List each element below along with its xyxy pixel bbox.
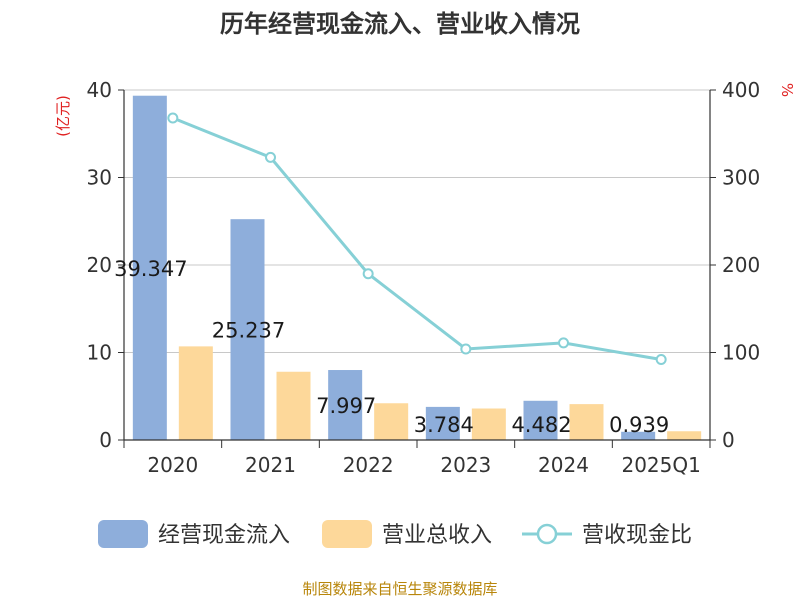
ratio-point bbox=[265, 151, 276, 163]
bar-cash-inflow bbox=[425, 406, 460, 440]
chart-title: 历年经营现金流入、营业收入情况 bbox=[220, 10, 580, 38]
legend-label-total-revenue: 营业总收入 bbox=[382, 523, 492, 548]
ratio-point bbox=[460, 343, 472, 355]
x-tick-label: 2020 bbox=[147, 453, 198, 477]
axes: 0 0 10 100 20 200 30 300 40 400 2020 2021 2022 2023 20… bbox=[87, 78, 761, 477]
left-tick-label: 20 bbox=[87, 253, 112, 277]
data-labels: 39.347 25.237 7.997 3.784 4.482 0.939 bbox=[114, 257, 669, 437]
right-axis-unit: % bbox=[778, 83, 796, 97]
right-tick-label: 100 bbox=[722, 341, 760, 365]
bar-total-revenue bbox=[667, 431, 702, 440]
right-tick-label: 300 bbox=[722, 166, 760, 190]
left-tick-label: 30 bbox=[87, 166, 112, 190]
bar-cash-inflow bbox=[328, 370, 363, 440]
cash-inflow-value-label: 0.939 bbox=[609, 413, 669, 437]
bar-total-revenue bbox=[569, 404, 604, 440]
cash-inflow-value-label: 7.997 bbox=[316, 394, 376, 418]
right-tick-label: 0 bbox=[722, 428, 735, 452]
left-axis-unit: (亿元) bbox=[54, 95, 72, 137]
bar-cash-inflow bbox=[132, 95, 167, 441]
legend-swatch-cash-inflow bbox=[98, 520, 148, 548]
legend-label-cash-inflow: 经营现金流入 bbox=[158, 523, 290, 548]
bar-cash-inflow bbox=[621, 431, 656, 440]
cash-inflow-value-label: 3.784 bbox=[414, 413, 474, 437]
source-note: 制图数据来自恒生聚源数据库 bbox=[302, 580, 497, 598]
ratio-point bbox=[655, 354, 667, 365]
bars bbox=[132, 95, 702, 441]
ratio-line bbox=[167, 112, 667, 365]
bar-total-revenue bbox=[374, 403, 409, 440]
bar-total-revenue bbox=[178, 346, 213, 440]
cash-inflow-value-label: 25.237 bbox=[212, 319, 285, 343]
bar-cash-inflow bbox=[230, 219, 265, 440]
x-tick-label: 2023 bbox=[440, 453, 491, 477]
ratio-point bbox=[167, 112, 179, 124]
legend-marker-ratio bbox=[536, 523, 558, 545]
bar-cash-inflow bbox=[523, 400, 558, 440]
right-tick-label: 400 bbox=[722, 78, 760, 102]
legend-swatch-total-revenue bbox=[322, 520, 372, 548]
legend-label-ratio: 营收现金比 bbox=[582, 523, 692, 548]
ratio-point bbox=[558, 337, 569, 349]
right-tick-label: 200 bbox=[722, 253, 760, 277]
bar-total-revenue bbox=[471, 408, 506, 440]
x-tick-label: 2025Q1 bbox=[621, 453, 700, 477]
x-tick-label: 2021 bbox=[245, 453, 296, 477]
x-tick-label: 2024 bbox=[538, 453, 589, 477]
cash-inflow-value-label: 39.347 bbox=[114, 257, 187, 281]
legend: 经营现金流入 营业总收入 营收现金比 bbox=[98, 520, 692, 548]
x-tick-label: 2022 bbox=[343, 453, 394, 477]
left-tick-label: 10 bbox=[87, 341, 112, 365]
bar-total-revenue bbox=[276, 371, 311, 440]
ratio-point bbox=[362, 268, 374, 280]
left-tick-label: 0 bbox=[99, 428, 112, 452]
left-tick-label: 40 bbox=[87, 78, 112, 102]
ratio-series-line bbox=[172, 116, 662, 361]
cash-inflow-value-label: 4.482 bbox=[511, 413, 571, 437]
